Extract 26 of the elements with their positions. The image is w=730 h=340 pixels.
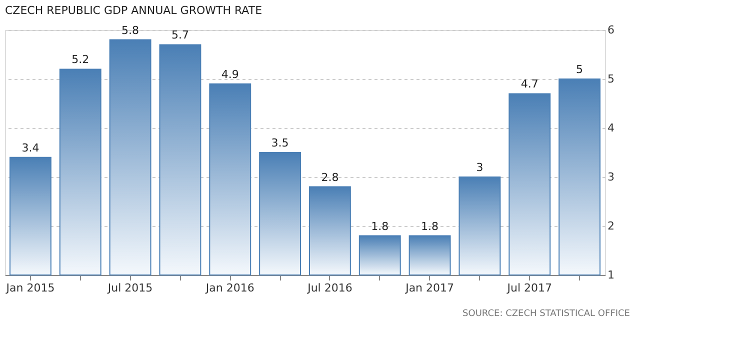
data-label: 5.8 bbox=[122, 24, 140, 37]
y-tick-label: 1 bbox=[608, 268, 614, 282]
data-label: 1.8 bbox=[421, 220, 439, 233]
data-label: 4.9 bbox=[221, 68, 239, 81]
y-tick-label: 6 bbox=[608, 24, 614, 36]
y-tick-label: 3 bbox=[608, 170, 614, 184]
data-label: 3 bbox=[476, 161, 484, 174]
x-tick-label: Jan 2016 bbox=[204, 282, 254, 294]
y-tick-label: 4 bbox=[608, 122, 614, 134]
x-tick-label: Jan 2017 bbox=[404, 282, 454, 294]
source-note: SOURCE: CZECH STATISTICAL OFFICE bbox=[462, 309, 630, 319]
x-tick-label: Jan 2015 bbox=[5, 282, 55, 294]
y-tick-label: 5 bbox=[608, 72, 614, 86]
data-label: 5 bbox=[576, 63, 584, 76]
data-label: 3.4 bbox=[22, 141, 40, 154]
x-tick-label: Jul 2015 bbox=[106, 282, 153, 294]
data-label: 2.8 bbox=[321, 170, 339, 184]
data-label: 3.5 bbox=[271, 136, 289, 150]
chart-title: CZECH REPUBLIC GDP ANNUAL GROWTH RATE bbox=[5, 4, 262, 17]
data-label: 4.7 bbox=[520, 78, 538, 91]
data-label: 5.2 bbox=[72, 53, 90, 66]
y-tick-label: 2 bbox=[608, 220, 614, 232]
x-tick-label: Jul 2016 bbox=[306, 282, 352, 294]
x-tick-label: Jul 2017 bbox=[506, 282, 552, 294]
data-label: 1.8 bbox=[371, 220, 389, 233]
data-label: 5.7 bbox=[171, 28, 189, 42]
